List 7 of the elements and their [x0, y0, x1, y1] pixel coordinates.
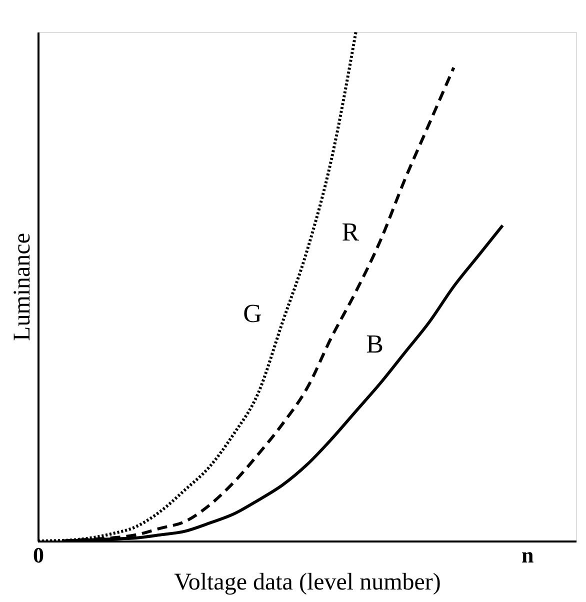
- series-label: G: [243, 299, 262, 328]
- x-axis-title: Voltage data (level number): [174, 570, 441, 596]
- series-label: B: [366, 330, 384, 359]
- x-tick-label: 0: [33, 542, 44, 568]
- x-tick-label: n: [521, 542, 534, 568]
- y-axis-title: Luminance: [10, 233, 36, 341]
- series-label: R: [342, 218, 360, 247]
